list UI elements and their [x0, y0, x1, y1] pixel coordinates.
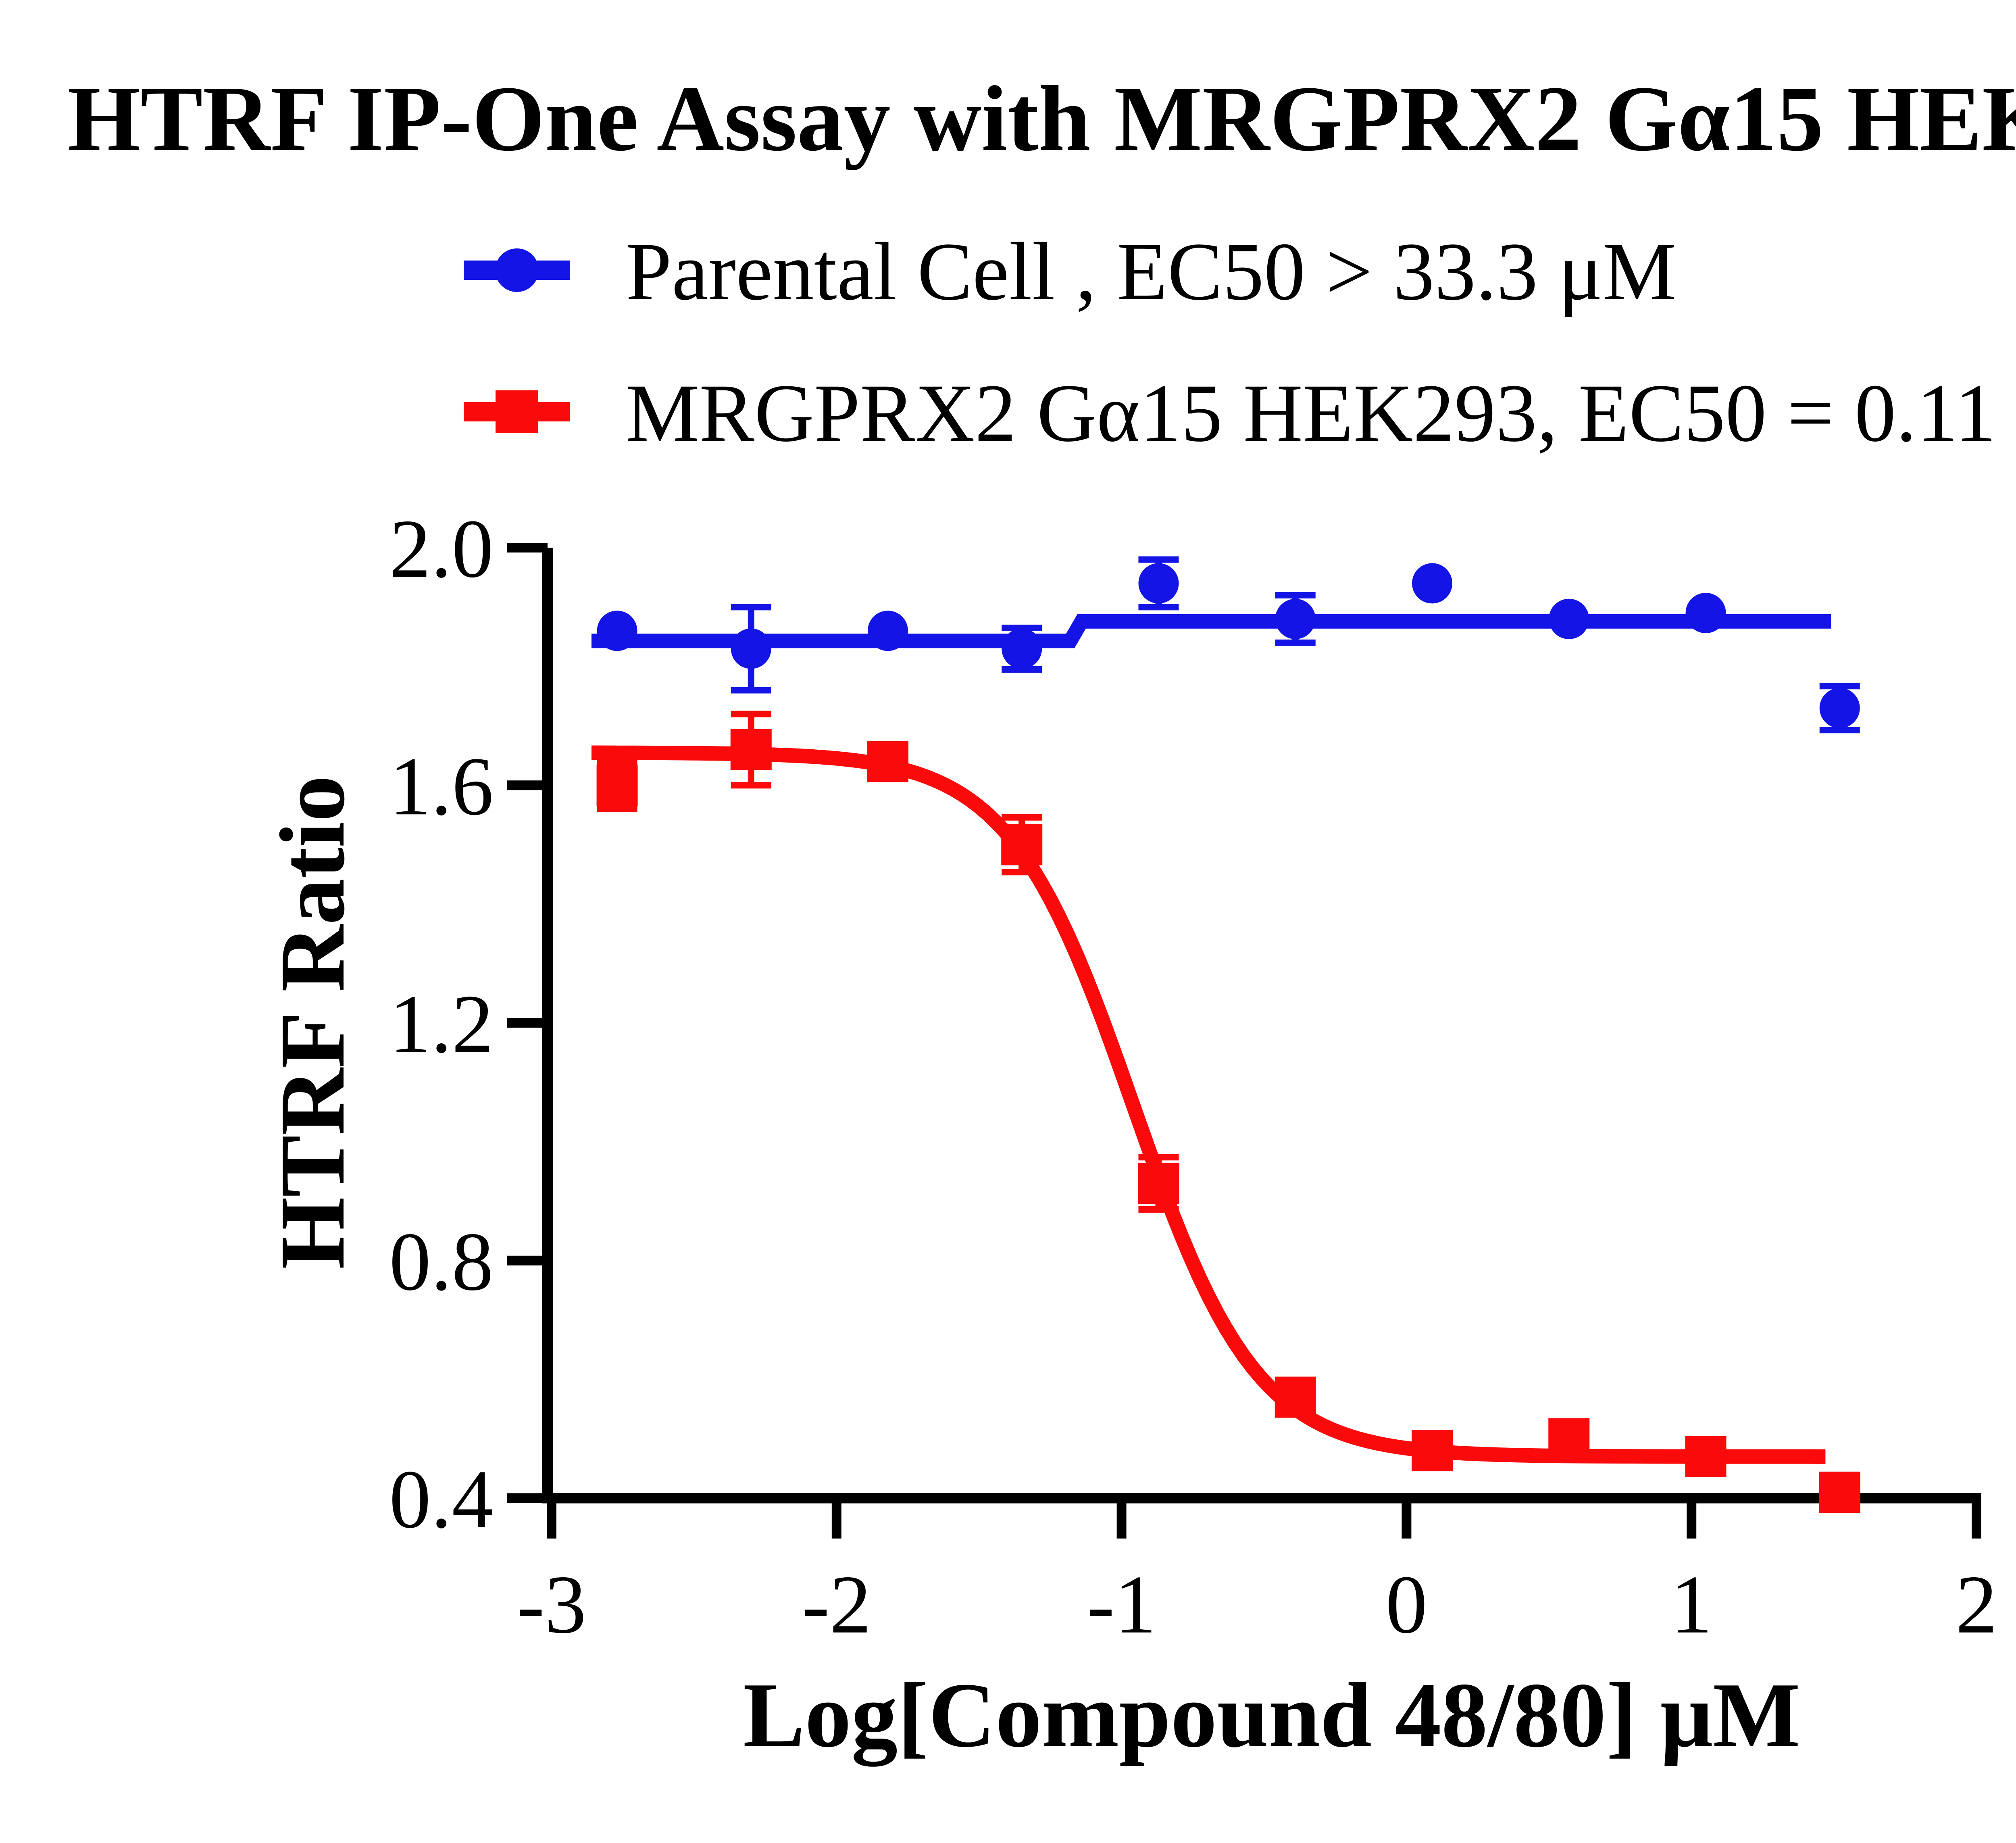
legend: Parental Cell , EC50 > 33.3 μM MRGPRX2 G…: [464, 226, 2016, 459]
legend-label-mrgprx2: MRGPRX2 Gα15 HEK293, EC50 = 0.11 μM: [626, 367, 2016, 459]
legend-item-parental: Parental Cell , EC50 > 33.3 μM: [464, 226, 1677, 317]
legend-item-mrgprx2: MRGPRX2 Gα15 HEK293, EC50 = 0.11 μM: [464, 367, 2016, 459]
fit-curves: [591, 614, 1831, 1464]
data-point-circle: [1549, 598, 1589, 639]
data-point-square: [596, 765, 638, 806]
x-axis-title: Log[Compound 48/80] μM: [743, 1664, 1800, 1767]
x-tick-label: 1: [1670, 1558, 1712, 1651]
data-point-square: [1819, 1472, 1860, 1513]
chart-title: HTRF IP-One Assay with MRGPRX2 Gα15 HEK2…: [68, 67, 2016, 171]
data-point-circle: [1412, 563, 1453, 604]
data-point-circle: [1138, 563, 1179, 604]
data-point-circle: [597, 611, 637, 651]
y-tick-label: 0.4: [389, 1453, 494, 1545]
data-point-square: [867, 741, 909, 782]
legend-marker-square-icon: [496, 390, 538, 433]
data-point-square: [1685, 1436, 1727, 1477]
data-point-circle: [1275, 598, 1316, 639]
data-point-circle: [1819, 688, 1860, 728]
x-tick-label: -3: [517, 1558, 586, 1651]
y-tick-label: 0.8: [389, 1215, 494, 1308]
legend-marker-circle-icon: [495, 248, 539, 292]
data-point-square: [1001, 824, 1043, 865]
data-point-circle: [1685, 593, 1726, 634]
y-axis-title: HTRF Ratio: [261, 776, 364, 1269]
data-point-circle: [731, 628, 771, 669]
y-tick-label: 1.2: [389, 978, 494, 1070]
data-point-square: [1138, 1163, 1179, 1204]
data-point-circle: [1002, 628, 1042, 669]
data-point-circle: [868, 611, 908, 651]
data-points: [596, 563, 1860, 1513]
data-point-square: [730, 729, 772, 770]
axes: [507, 543, 1981, 1539]
error-bars: [597, 556, 1860, 1213]
fit-curve-circle: [591, 614, 1831, 648]
y-tick-label: 1.6: [389, 740, 494, 832]
y-tick-label: 2.0: [389, 502, 494, 595]
tick-labels: 2.0 1.6 1.2 0.8 0.4-3 -2 -1 0 1 2: [389, 502, 1997, 1651]
data-point-square: [1275, 1376, 1316, 1418]
x-tick-label: 2: [1956, 1558, 1997, 1651]
fit-curve-square: [591, 745, 1826, 1464]
x-tick-label: -1: [1087, 1558, 1156, 1651]
data-point-square: [1548, 1418, 1590, 1459]
x-tick-label: -2: [802, 1558, 871, 1651]
x-tick-label: 0: [1386, 1558, 1428, 1651]
data-point-square: [1412, 1430, 1453, 1472]
legend-label-parental: Parental Cell , EC50 > 33.3 μM: [626, 226, 1677, 317]
